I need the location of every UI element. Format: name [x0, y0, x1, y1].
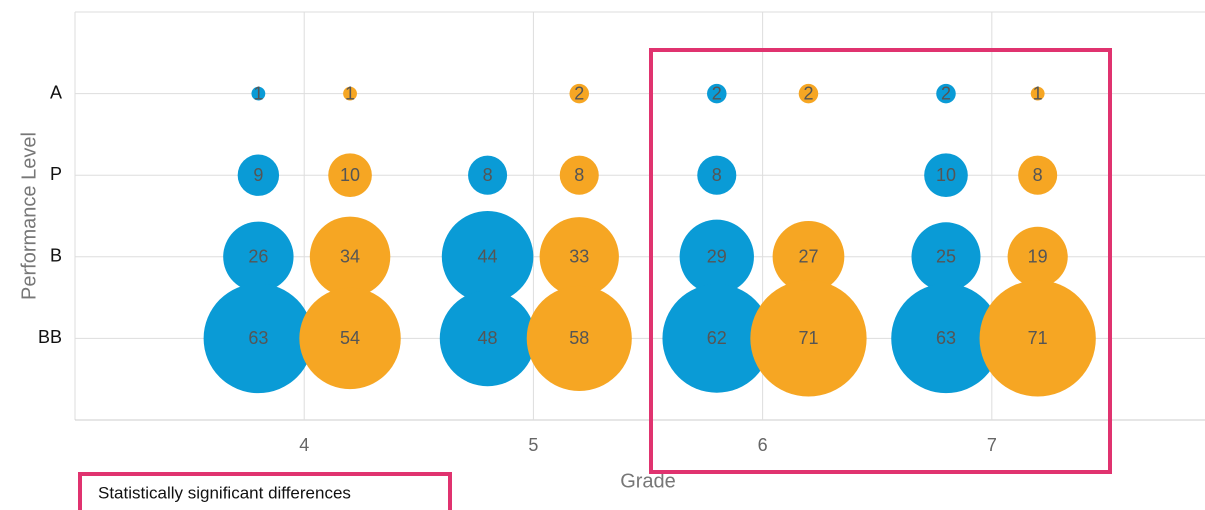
- bubble: [237, 154, 280, 196]
- bubble: [679, 219, 754, 294]
- data-label: 2: [574, 83, 584, 103]
- x-axis-title: Grade: [620, 470, 676, 492]
- bubble: [891, 283, 1001, 394]
- y-tick-label: BB: [38, 327, 62, 347]
- bubble: [569, 83, 590, 104]
- bubble: [309, 216, 391, 298]
- bubble: [1007, 226, 1068, 287]
- data-label: 1: [253, 83, 263, 103]
- data-label: 10: [340, 165, 360, 185]
- bubble: [559, 155, 599, 195]
- y-axis-title: Performance Level: [18, 132, 40, 300]
- data-label: 71: [798, 328, 818, 348]
- data-label: 62: [707, 328, 727, 348]
- x-tick-label: 7: [987, 435, 997, 455]
- bubble: [911, 222, 981, 292]
- annotation-box: [78, 472, 452, 510]
- data-label: 26: [248, 247, 268, 267]
- data-label: 9: [253, 165, 263, 185]
- data-label: 19: [1028, 247, 1048, 267]
- data-label: 33: [569, 247, 589, 267]
- bubble: [979, 280, 1096, 397]
- bubble: [223, 221, 294, 292]
- bubble: [707, 83, 727, 104]
- data-label: 2: [712, 83, 722, 103]
- data-label: 63: [248, 328, 268, 348]
- data-label: 8: [483, 165, 493, 185]
- data-label: 58: [569, 328, 589, 348]
- bubble: [1018, 155, 1058, 195]
- bubble: [526, 285, 632, 391]
- bubble: [539, 217, 619, 297]
- bubble: [468, 155, 508, 195]
- bubble: [343, 86, 357, 101]
- bubble: [439, 290, 536, 387]
- data-label: 8: [1033, 165, 1043, 185]
- data-label: 54: [340, 328, 360, 348]
- data-label: 25: [936, 247, 956, 267]
- bubble: [203, 283, 314, 394]
- data-label: 44: [478, 247, 498, 267]
- data-label: 29: [707, 247, 727, 267]
- data-label: 63: [936, 328, 956, 348]
- data-label: 71: [1028, 328, 1048, 348]
- data-label: 34: [340, 247, 360, 267]
- bubble: [697, 155, 737, 195]
- data-label: 1: [345, 83, 355, 103]
- bubble: [441, 211, 534, 303]
- data-label: 2: [803, 83, 813, 103]
- y-tick-label: A: [50, 82, 62, 102]
- bubble: [299, 287, 401, 390]
- bubble: [924, 153, 968, 198]
- data-label: 8: [712, 165, 722, 185]
- bubble: [1030, 86, 1045, 101]
- bubble: [772, 220, 845, 293]
- data-label: 8: [574, 165, 584, 185]
- data-label: 27: [798, 247, 818, 267]
- data-label: 2: [941, 83, 951, 103]
- bubble: [798, 83, 819, 104]
- data-label: 1: [1033, 83, 1043, 103]
- bubble: [750, 280, 867, 397]
- data-label: 48: [478, 328, 498, 348]
- y-tick-label: B: [50, 246, 62, 266]
- bubble: [936, 83, 956, 104]
- data-label: 10: [936, 165, 956, 185]
- annotation: Statistically significant differences: [98, 483, 351, 502]
- highlight-box: [649, 48, 1112, 474]
- bubble: [328, 153, 372, 198]
- x-tick-label: 6: [758, 435, 768, 455]
- x-tick-label: 5: [528, 435, 538, 455]
- x-tick-label: 4: [299, 435, 309, 455]
- bubble: [662, 284, 772, 393]
- bubble: [251, 86, 266, 101]
- y-tick-label: P: [50, 164, 62, 184]
